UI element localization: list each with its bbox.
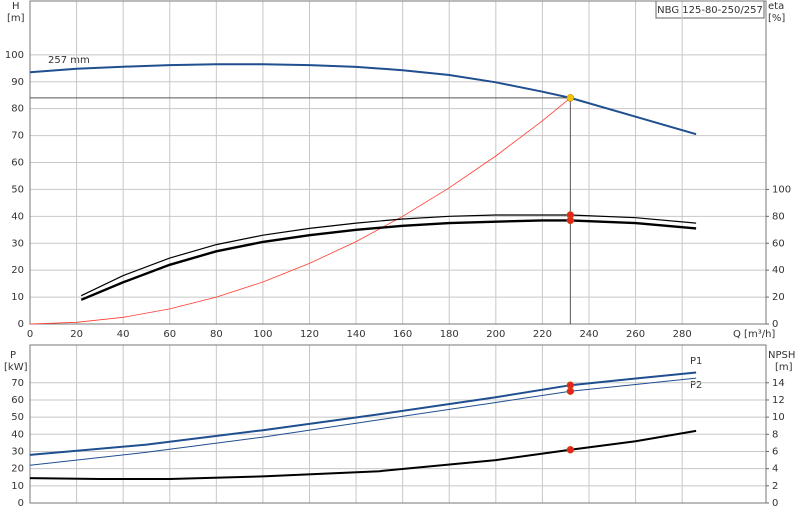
y2-tick-label: 8	[772, 429, 778, 440]
x-tick-label: 240	[579, 329, 598, 340]
x-tick-label: 60	[163, 329, 176, 340]
y2-label: NPSH	[768, 350, 795, 361]
curve	[29, 97, 571, 325]
x-tick-label: 20	[70, 329, 83, 340]
y2-tick-label: 0	[772, 319, 778, 330]
plot-frame	[29, 0, 767, 325]
curve	[29, 63, 697, 136]
x-tick-label: 120	[300, 329, 319, 340]
y-tick-label: 20	[11, 265, 24, 276]
y-tick-label: 70	[11, 131, 24, 142]
y-tick-label: 10	[11, 481, 24, 492]
duty-point	[566, 94, 575, 102]
y-tick-label: 90	[11, 77, 24, 88]
y-tick-label: 100	[5, 50, 24, 61]
y2-tick-label: 12	[772, 395, 785, 406]
y2-tick-label: 80	[772, 211, 785, 222]
y-tick-label: 10	[11, 292, 24, 303]
series-label: P1	[690, 356, 702, 367]
y2-tick-label: 4	[772, 464, 778, 475]
y2-tick-label: 0	[772, 498, 778, 509]
y2-tick-label: 14	[772, 378, 785, 389]
y-tick-label: 50	[11, 412, 24, 423]
curve	[29, 371, 697, 456]
y-tick-label: 30	[11, 446, 24, 457]
curve	[29, 377, 697, 466]
y-tick-label: 0	[18, 319, 24, 330]
x-tick-label: 40	[117, 329, 130, 340]
chart-title: NBG 125-80-250/257	[657, 5, 763, 16]
duty-point	[566, 446, 575, 454]
x-tick-label: 260	[626, 329, 645, 340]
y2-tick-label: 10	[772, 412, 785, 423]
x-tick-label: 140	[347, 329, 366, 340]
y-tick-label: 0	[18, 498, 24, 509]
y-unit: [m]	[7, 13, 25, 24]
x-tick-label: 220	[533, 329, 552, 340]
curve	[80, 219, 697, 301]
y-label: H	[12, 1, 20, 12]
y-tick-label: 20	[11, 464, 24, 475]
plot-frame	[29, 344, 767, 504]
y-tick-label: 80	[11, 104, 24, 115]
y2-label: eta	[768, 1, 784, 12]
y-unit: [kW]	[4, 362, 28, 373]
y-tick-label: 40	[11, 429, 24, 440]
series-label: P2	[690, 380, 702, 391]
y-tick-label: 70	[11, 378, 24, 389]
duty-point	[566, 216, 575, 225]
y2-tick-label: 20	[772, 292, 785, 303]
x-tick-label: 280	[673, 329, 692, 340]
curve	[80, 214, 697, 297]
y2-tick-label: 6	[772, 446, 778, 457]
y2-tick-label: 100	[772, 184, 791, 195]
x-tick-label: 80	[210, 329, 223, 340]
y-tick-label: 60	[11, 158, 24, 169]
x-tick-label: 0	[27, 329, 33, 340]
y2-unit: [m]	[775, 362, 793, 373]
y-tick-label: 60	[11, 395, 24, 406]
y-tick-label: 50	[11, 184, 24, 195]
duty-point	[566, 387, 575, 395]
x-label: Q [m³/h]	[733, 329, 775, 340]
y-label: P	[10, 350, 16, 361]
y2-tick-label: 2	[772, 481, 778, 492]
x-tick-label: 160	[393, 329, 412, 340]
x-tick-label: 180	[440, 329, 459, 340]
annotation: 257 mm	[48, 55, 90, 66]
y-tick-label: 40	[11, 211, 24, 222]
y2-unit: [%]	[768, 13, 785, 24]
x-tick-label: 100	[253, 329, 272, 340]
x-tick-label: 200	[486, 329, 505, 340]
curve	[29, 429, 697, 480]
y2-tick-label: 60	[772, 238, 785, 249]
y-tick-label: 30	[11, 238, 24, 249]
y2-tick-label: 40	[772, 265, 785, 276]
